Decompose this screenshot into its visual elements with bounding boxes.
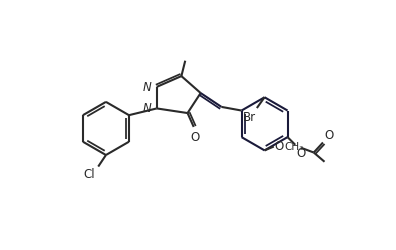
Text: O: O [324,128,334,141]
Text: CH₃: CH₃ [285,141,304,151]
Text: N: N [143,102,151,115]
Text: O: O [296,146,305,159]
Text: Cl: Cl [84,168,95,180]
Text: N: N [143,80,151,93]
Text: Br: Br [243,110,256,123]
Text: O: O [274,140,284,153]
Text: O: O [190,130,200,143]
